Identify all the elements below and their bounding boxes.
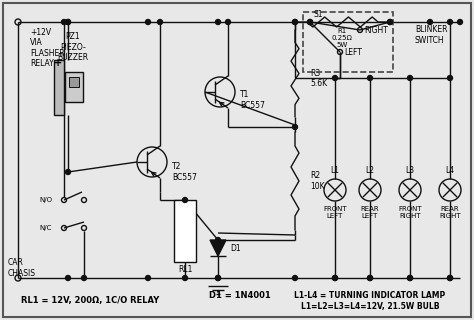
Circle shape — [226, 20, 230, 25]
Circle shape — [292, 124, 298, 130]
Text: T2
BC557: T2 BC557 — [172, 162, 197, 182]
Circle shape — [408, 276, 412, 281]
Circle shape — [367, 276, 373, 281]
Text: L1: L1 — [330, 165, 339, 174]
Text: PZ1
PIEZO-
BUZZER: PZ1 PIEZO- BUZZER — [57, 32, 89, 62]
Text: FRONT
RIGHT: FRONT RIGHT — [398, 205, 422, 219]
Text: RL1 = 12V, 200Ω, 1C/O RELAY: RL1 = 12V, 200Ω, 1C/O RELAY — [21, 295, 159, 305]
Circle shape — [447, 20, 453, 25]
Text: L3: L3 — [405, 165, 415, 174]
Text: RL1: RL1 — [178, 266, 192, 275]
Bar — [303, 12, 393, 72]
Circle shape — [157, 20, 163, 25]
Text: FRONT
LEFT: FRONT LEFT — [323, 205, 347, 219]
Circle shape — [447, 276, 453, 281]
Circle shape — [292, 20, 298, 25]
Circle shape — [146, 276, 151, 281]
Circle shape — [65, 170, 71, 174]
Circle shape — [65, 20, 71, 25]
Circle shape — [292, 276, 298, 281]
Text: R2
10K: R2 10K — [310, 171, 325, 191]
Text: BLINKER
SWITCH: BLINKER SWITCH — [415, 25, 447, 45]
Circle shape — [182, 197, 188, 203]
Text: D1: D1 — [230, 244, 241, 252]
Text: S1: S1 — [314, 10, 323, 19]
Circle shape — [388, 20, 392, 25]
Text: L4: L4 — [446, 165, 455, 174]
Bar — [69, 77, 79, 87]
Text: T1
BC557: T1 BC557 — [240, 90, 265, 110]
Bar — [174, 200, 196, 262]
Text: N/C: N/C — [40, 225, 52, 231]
Circle shape — [388, 20, 392, 25]
Circle shape — [62, 20, 66, 25]
Circle shape — [216, 276, 220, 281]
Polygon shape — [210, 240, 226, 256]
Circle shape — [332, 276, 337, 281]
Circle shape — [408, 76, 412, 81]
Circle shape — [216, 276, 220, 281]
Text: CAR
CHASIS: CAR CHASIS — [8, 258, 36, 278]
Circle shape — [308, 20, 312, 25]
Circle shape — [332, 76, 337, 81]
Text: RIGHT: RIGHT — [364, 26, 388, 35]
Circle shape — [292, 20, 298, 25]
Text: R3
5.6K: R3 5.6K — [310, 69, 327, 88]
Text: L1=L2=L3=L4=12V, 21.5W BULB: L1=L2=L3=L4=12V, 21.5W BULB — [301, 302, 439, 311]
Text: R1
0.25Ω
5W: R1 0.25Ω 5W — [331, 28, 353, 48]
Text: D1 = 1N4001: D1 = 1N4001 — [209, 291, 271, 300]
Circle shape — [65, 20, 71, 25]
Text: LEFT: LEFT — [344, 47, 362, 57]
Bar — [54, 60, 64, 115]
Circle shape — [82, 276, 86, 281]
Text: +12V
VIA
FLASHER
RELAY: +12V VIA FLASHER RELAY — [30, 28, 64, 68]
Text: +: + — [54, 58, 62, 68]
Text: REAR
LEFT: REAR LEFT — [361, 205, 379, 219]
Circle shape — [216, 20, 220, 25]
Circle shape — [332, 276, 337, 281]
Circle shape — [65, 276, 71, 281]
Text: L2: L2 — [365, 165, 374, 174]
Text: N/O: N/O — [39, 197, 52, 203]
Text: REAR
RIGHT: REAR RIGHT — [439, 205, 461, 219]
Circle shape — [447, 276, 453, 281]
Circle shape — [408, 276, 412, 281]
Circle shape — [216, 237, 220, 243]
Circle shape — [447, 76, 453, 81]
Bar — [65, 72, 83, 102]
Circle shape — [367, 76, 373, 81]
Text: L1-L4 = TURNING INDICATOR LAMP: L1-L4 = TURNING INDICATOR LAMP — [294, 291, 446, 300]
Circle shape — [428, 20, 432, 25]
Circle shape — [146, 20, 151, 25]
Circle shape — [457, 20, 463, 25]
Circle shape — [367, 276, 373, 281]
Circle shape — [182, 276, 188, 281]
